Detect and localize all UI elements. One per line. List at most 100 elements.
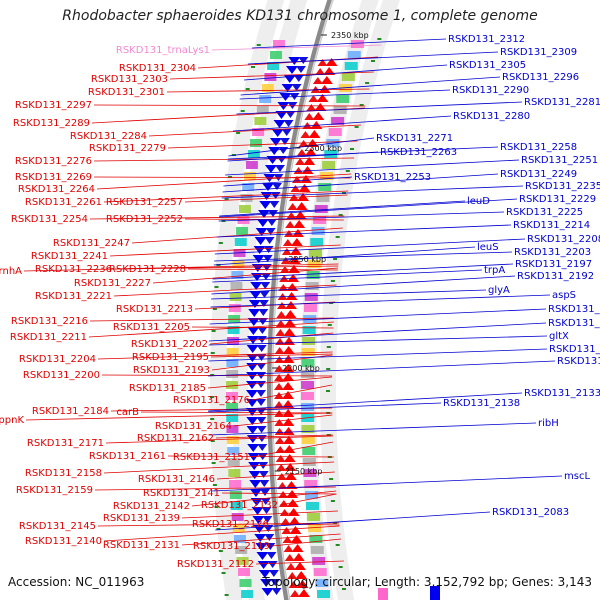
feature-tick [224,198,229,200]
right-label-leader [208,360,556,377]
scale-label: 2250 kbp [288,255,326,264]
left-gene-label: RSKD131_2252 [106,214,183,225]
right-label-leader [208,335,548,346]
right-label-leader [212,269,483,283]
left-label-leader [209,332,334,345]
left-gene-label: RSKD131_2145 [19,521,96,532]
feature-tick [256,44,261,46]
reverse-gene-arrow [308,95,319,102]
right-label-leader [222,173,499,193]
cog-block [226,436,239,444]
feature-tick [210,396,214,398]
right-label-leader [221,185,524,199]
forward-gene-arrow [261,507,272,514]
left-gene-label: RSKD131_2140 [25,536,102,547]
forward-gene-arrow [247,327,260,335]
reverse-gene-arrow [297,589,310,597]
reverse-gene-arrow [303,157,316,165]
feature-tick [350,148,355,150]
cog-block [304,293,318,301]
cog-block [261,84,274,92]
left-label-leader [148,124,361,137]
reverse-gene-arrow [301,166,314,174]
left-label-leader [271,538,342,547]
left-gene-label: RSKD131_2211 [10,332,87,343]
reverse-gene-arrow [293,220,306,228]
cog-block [233,535,246,543]
left-label-leader [191,490,337,507]
cog-block [231,513,244,521]
right-label-leader [236,101,523,115]
forward-gene-arrow [248,300,261,308]
reverse-gene-arrow [314,103,327,111]
right-label-leader [213,246,476,266]
cog-block [302,458,316,466]
reverse-gene-arrow [281,248,292,255]
reverse-gene-arrow [283,230,294,237]
left-gene-label: RSKD131_2159 [16,485,93,496]
forward-gene-arrow [264,534,275,541]
left-label-leader [167,455,334,458]
forward-gene-arrow [430,586,440,600]
page-title: Rhodobacter sphaeroides KD131 chromosome… [62,8,538,24]
forward-gene-arrow [258,300,269,307]
right-gene-label: RSKD131_2290 [452,85,529,96]
forward-gene-arrow [257,561,270,569]
right-gene-label: RSKD131_2214 [513,220,590,231]
reverse-gene-arrow [274,428,285,435]
reverse-gene-arrow [299,175,312,183]
right-gene-label: RSKD131_2258 [500,142,577,153]
left-gene-label: RSKD131_2164 [155,421,232,432]
cog-block [269,51,282,59]
reverse-gene-arrow [282,436,295,444]
cog-block [303,304,317,312]
feature-tick [245,88,250,90]
reverse-gene-arrow [316,94,329,102]
left-gene-label: RSKD131_2131 [103,540,180,551]
left-label-leader [251,384,333,401]
reverse-gene-arrow [287,203,298,210]
right-gene-label: RSKD131_2263 [380,147,457,158]
cog-block [272,40,285,48]
feature-tick [210,374,215,376]
right-gene-label: aspS [552,290,576,301]
forward-gene-arrow [255,543,268,551]
cog-block [232,524,245,532]
right-label-leader [233,115,452,132]
forward-gene-arrow [259,489,270,496]
cog-block [226,425,239,433]
right-label-leader [240,76,501,96]
feature-tick [338,214,343,216]
cog-block [311,227,325,235]
scale-label: 2300 kbp [304,144,342,153]
left-gene-label: RSKD131_2151 [173,452,250,463]
right-label-leader [210,294,551,308]
forward-gene-arrow [262,255,273,262]
forward-gene-arrow [251,507,264,515]
feature-tick [210,352,215,354]
right-label-leader [208,322,547,342]
reverse-gene-arrow [275,338,286,345]
cog-block [252,128,265,136]
forward-gene-arrow [260,498,271,505]
reverse-gene-arrow [312,112,325,120]
scale-label: 2200 kbp [282,364,320,373]
forward-gene-arrow [259,291,270,298]
reverse-gene-arrow [280,257,291,264]
forward-gene-arrow [256,381,267,388]
right-gene-label: RSKD131_2208 [527,234,600,245]
left-label-leader [23,263,339,272]
right-label-leader [228,137,375,157]
reverse-gene-arrow [274,401,285,408]
right-gene-label: RSKD131_2235 [525,181,600,192]
forward-gene-arrow [262,516,273,523]
cog-block [229,480,242,488]
reverse-gene-arrow [289,590,300,597]
left-gene-label: RSKD131_2119 [193,541,270,552]
reverse-gene-arrow [284,554,295,561]
right-gene-label: RSKD131_2154 [549,344,600,355]
cog-block [317,590,331,598]
reverse-gene-arrow [295,202,308,210]
forward-gene-arrow [250,498,263,506]
